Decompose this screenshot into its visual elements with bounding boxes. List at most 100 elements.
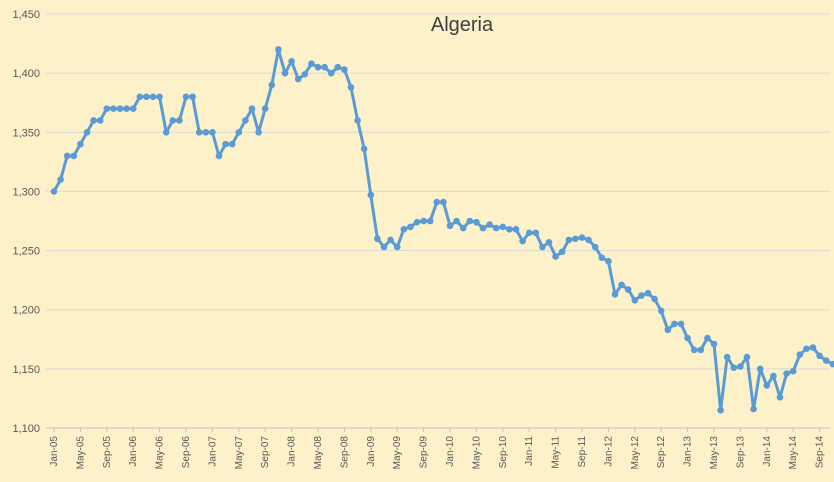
series-line bbox=[52, 48, 834, 412]
data-point bbox=[506, 225, 513, 233]
data-point bbox=[822, 357, 830, 364]
data-point bbox=[657, 307, 665, 315]
data-point bbox=[360, 145, 368, 153]
data-point bbox=[512, 225, 520, 233]
data-point bbox=[605, 257, 612, 265]
data-point bbox=[143, 93, 150, 101]
x-tick-label: May-06 bbox=[155, 436, 166, 470]
data-point bbox=[611, 291, 619, 298]
x-tick-label: May-07 bbox=[234, 436, 245, 470]
y-tick-label: 1,200 bbox=[12, 305, 40, 317]
data-point bbox=[242, 117, 249, 124]
data-point bbox=[697, 346, 705, 354]
series-algeria bbox=[50, 46, 834, 414]
data-point bbox=[149, 93, 157, 101]
data-point bbox=[816, 352, 823, 360]
x-tick-label: May-14 bbox=[788, 436, 799, 470]
data-point bbox=[202, 128, 210, 136]
x-tick-label: Sep-09 bbox=[419, 436, 430, 469]
data-point bbox=[90, 117, 97, 124]
data-point bbox=[552, 253, 559, 260]
data-point bbox=[96, 117, 104, 124]
data-point bbox=[116, 105, 124, 112]
data-point bbox=[235, 128, 243, 136]
x-tick-label: Jan-07 bbox=[207, 436, 218, 467]
x-tick-label: May-09 bbox=[392, 436, 403, 470]
data-point bbox=[195, 128, 203, 136]
data-point bbox=[162, 128, 170, 136]
data-point bbox=[327, 69, 335, 77]
data-point bbox=[314, 63, 322, 71]
x-tick-label: May-08 bbox=[313, 436, 324, 470]
x-tick-label: Jan-05 bbox=[49, 436, 60, 467]
data-point bbox=[723, 353, 731, 361]
data-point bbox=[585, 236, 592, 244]
data-point bbox=[420, 217, 427, 225]
data-point bbox=[756, 365, 764, 373]
data-point bbox=[651, 295, 658, 303]
x-tick-label: Jan-09 bbox=[366, 436, 377, 467]
data-point bbox=[717, 406, 724, 414]
data-point bbox=[519, 237, 526, 245]
data-point bbox=[459, 224, 467, 232]
data-point bbox=[400, 225, 408, 233]
data-point bbox=[308, 60, 315, 67]
data-point bbox=[644, 289, 652, 297]
x-tick-label: Sep-07 bbox=[260, 436, 271, 469]
y-tick-label: 1,400 bbox=[12, 68, 40, 80]
x-tick-label: Sep-08 bbox=[339, 436, 350, 469]
x-tick-label: Sep-14 bbox=[815, 436, 826, 469]
data-point bbox=[789, 367, 797, 375]
data-point bbox=[50, 188, 58, 195]
data-point bbox=[413, 218, 421, 226]
x-axis: Jan-05 May-05 Sep-05 Jan-06 May-06 Sep-06 Jan-… bbox=[49, 428, 826, 469]
data-point bbox=[486, 221, 493, 228]
data-point bbox=[380, 243, 388, 251]
data-point bbox=[598, 254, 606, 261]
y-tick-label: 1,350 bbox=[12, 127, 40, 139]
chart-title: Algeria bbox=[431, 14, 494, 36]
data-point bbox=[228, 140, 236, 148]
data-point bbox=[624, 286, 632, 293]
gridlines bbox=[46, 13, 830, 429]
x-tick-label: Sep-10 bbox=[498, 436, 509, 469]
data-point bbox=[664, 326, 672, 334]
data-point bbox=[288, 58, 295, 65]
data-point bbox=[750, 405, 757, 413]
data-point bbox=[77, 140, 84, 148]
data-point bbox=[182, 93, 190, 101]
data-point bbox=[169, 117, 177, 124]
data-point bbox=[737, 363, 744, 370]
data-point bbox=[301, 71, 309, 78]
data-point bbox=[479, 224, 487, 232]
data-point bbox=[103, 105, 111, 112]
data-point bbox=[565, 236, 573, 244]
data-point bbox=[294, 75, 302, 83]
data-point bbox=[710, 340, 718, 348]
data-point bbox=[704, 334, 711, 342]
x-tick-label: Sep-13 bbox=[735, 436, 746, 469]
x-tick-label: Jan-08 bbox=[287, 436, 298, 467]
y-tick-label: 1,100 bbox=[12, 423, 40, 435]
data-point bbox=[156, 93, 163, 101]
data-point bbox=[671, 320, 678, 328]
data-point bbox=[743, 353, 751, 361]
y-tick-label: 1,150 bbox=[12, 364, 40, 376]
x-tick-label: May-13 bbox=[709, 436, 720, 470]
data-point bbox=[545, 238, 553, 246]
data-point bbox=[466, 217, 474, 225]
data-point bbox=[803, 345, 810, 353]
data-point bbox=[809, 344, 817, 351]
data-point bbox=[690, 346, 698, 354]
data-point bbox=[558, 248, 566, 256]
data-point bbox=[215, 152, 223, 160]
y-tick-label: 1,250 bbox=[12, 246, 40, 258]
x-tick-label: May-05 bbox=[75, 436, 86, 470]
data-point bbox=[367, 191, 375, 199]
data-point bbox=[453, 217, 460, 225]
data-point bbox=[783, 370, 790, 377]
y-tick-label: 1,300 bbox=[12, 186, 40, 198]
data-point bbox=[222, 140, 229, 148]
data-point bbox=[763, 382, 771, 389]
